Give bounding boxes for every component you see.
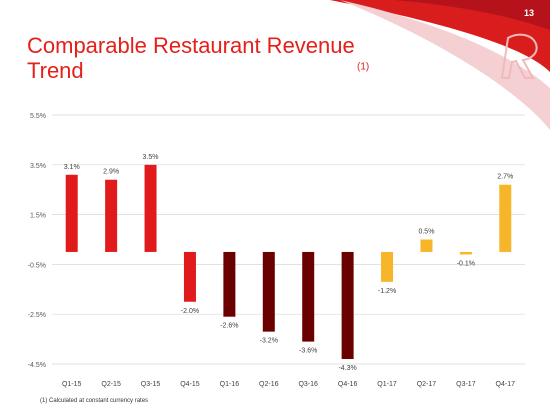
bar [223,251,236,317]
page-number: 13 [523,8,534,18]
title-footnote-marker: (1) [357,61,370,73]
bar [459,251,472,255]
x-tick-label: Q4-16 [338,381,358,388]
bar [65,174,78,252]
bar [381,251,394,282]
data-label: -1.2% [378,288,396,295]
slide-title-text: Comparable Restaurant Revenue Trend [27,33,355,83]
data-label: -2.0% [181,308,199,315]
bar [302,251,315,342]
bar [144,164,157,252]
x-tick-label: Q3-15 [141,381,161,388]
banner-pink-swoosh [340,0,550,130]
data-label: 3.1% [64,164,80,171]
y-tick-label: -2.5% [28,312,46,319]
x-tick-label: Q2-17 [417,381,437,388]
data-label: -4.3% [338,365,356,372]
x-tick-label: Q3-17 [456,381,476,388]
y-tick-label: 3.5% [30,163,46,170]
x-tick-label: Q1-15 [62,381,82,388]
bar [105,179,118,252]
data-label: 0.5% [418,229,434,236]
y-tick-label: -0.5% [28,262,46,269]
y-tick-label: 1.5% [30,213,46,220]
x-tick-label: Q4-15 [180,381,200,388]
bar [341,251,354,360]
data-label: 2.7% [497,174,513,181]
x-tick-label: Q4-17 [496,381,516,388]
data-label: -3.2% [260,338,278,345]
x-tick-label: Q1-16 [220,381,240,388]
bar [262,251,275,332]
y-tick-label: -4.5% [28,362,46,369]
x-tick-label: Q2-15 [101,381,121,388]
slide-title: Comparable Restaurant Revenue Trend (1) [27,33,369,83]
banner-dark-edge [395,0,550,30]
bar [420,239,433,252]
banner-logo-watermark [500,33,538,79]
x-tick-label: Q1-17 [377,381,397,388]
x-tick-label: Q3-16 [298,381,318,388]
data-label: 2.9% [103,169,119,176]
footnote: (1) Calculated at constant currency rate… [40,398,149,404]
data-label: -3.6% [299,348,317,355]
data-label: -2.6% [220,323,238,330]
bar [499,184,512,252]
x-tick-label: Q2-16 [259,381,279,388]
banner-red-swoosh [330,0,550,72]
data-label: -0.1% [457,260,475,267]
y-tick-label: 5.5% [30,113,46,120]
bar [183,251,196,302]
data-label: 3.5% [143,154,159,161]
